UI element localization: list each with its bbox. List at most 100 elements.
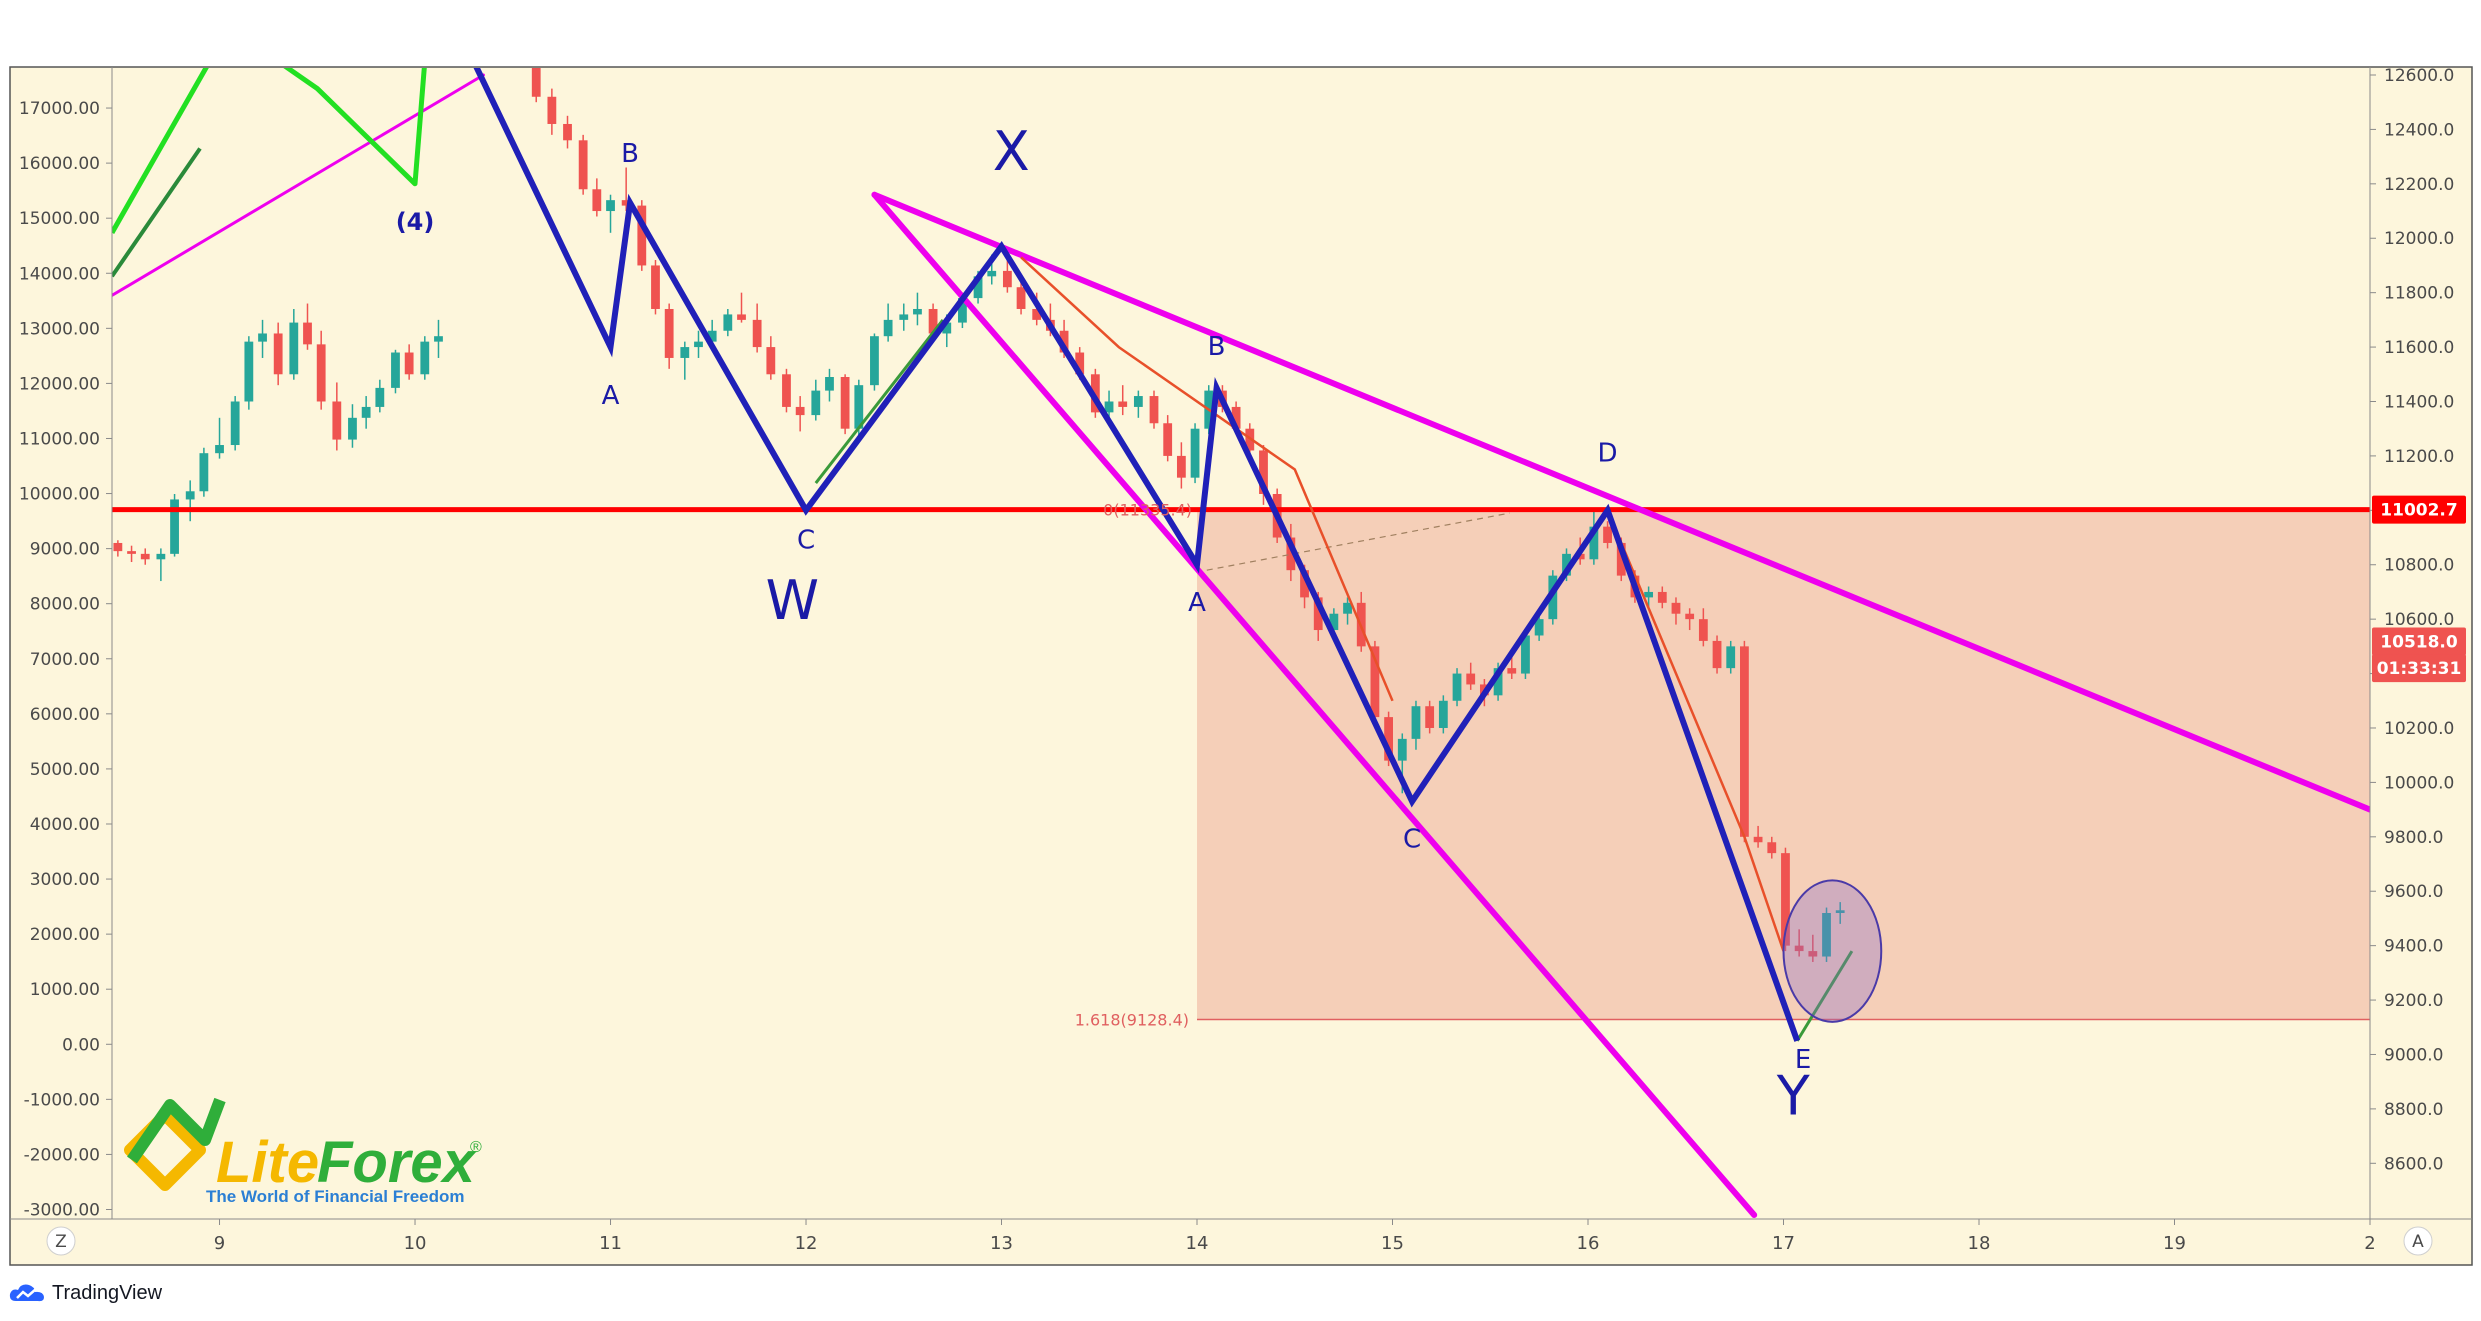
candle-down [1753,836,1763,843]
x-axis-tick-label: 18 [1968,1233,1991,1254]
candle-down [1425,706,1435,728]
wave-label: Y [1776,1064,1811,1127]
left-axis-tick-label: 0.00 [62,1035,100,1055]
x-axis-tick-label: 11 [599,1233,622,1254]
fib-level-label: 1.618(9128.4) [1075,1011,1189,1030]
wave-label: D [1598,438,1618,468]
x-axis-tick-label: 2 [2364,1233,2375,1254]
right-axis-tick-label: 9000.0 [2384,1045,2443,1065]
price-tag [2372,627,2466,656]
left-axis-tick-label: 4000.00 [30,815,100,835]
candle-down [140,553,150,560]
right-axis-tick-label: 11200.0 [2384,447,2454,467]
candle-down [1075,352,1085,375]
left-axis-tick-label: 17000.00 [19,99,100,119]
candle-up [1589,526,1599,560]
footer-label: TradingView [52,1281,163,1304]
candle-down [578,140,588,190]
candle-down [1149,396,1159,424]
fib-dashed-line [1206,512,1510,571]
candle-up [1548,575,1558,620]
candle-up [1822,912,1831,957]
right-axis-tick-label: 11800.0 [2384,284,2454,304]
candle-up [1534,619,1544,636]
right-axis-tick-label: 10200.0 [2384,719,2454,739]
left-axis-tick-label: 13000.00 [19,319,100,339]
right-axis-tick-label: 12000.0 [2384,229,2454,249]
candle-up [707,330,717,342]
candle-up [1190,428,1200,478]
channel-line-1 [871,191,2370,813]
candle-down [1163,423,1173,456]
zoom-corner-label: Z [55,1232,67,1252]
candle-down [1794,945,1804,952]
green-small-stroke-2 [1795,950,1854,1042]
candle-down [1032,308,1042,320]
candle-down [1176,455,1186,478]
candle-down [1781,853,1790,946]
channel-line-2 [871,191,1758,1218]
left-axis-tick-label: 7000.00 [30,650,100,670]
wave-label: A [602,381,620,411]
candle-up [958,298,967,323]
candle-up [723,314,733,331]
candle-down [1808,951,1818,957]
red-trend-stroke-2 [1606,509,1785,952]
fib-zero-label: 0(11335.4) [1103,501,1192,520]
candle-down [1712,640,1722,669]
candle-down [1002,270,1012,288]
x-axis-tick-label: 9 [214,1233,225,1254]
candle-up [811,390,821,416]
right-axis-tick-label: 11600.0 [2384,338,2454,358]
candle-up [1104,401,1114,413]
candle-down [273,333,283,375]
x-axis-tick-label: 17 [1772,1233,1795,1254]
candle-up [361,406,371,418]
candle-up [1452,673,1462,701]
candle-up [289,322,299,375]
candle-up [1411,706,1421,739]
footer[interactable]: TradingView [8,1278,162,1308]
right-axis-tick-label: 8600.0 [2384,1154,2443,1174]
wave-label: C [1403,825,1421,855]
candle-down [766,347,776,375]
left-axis-tick-label: 6000.00 [30,705,100,725]
left-axis-tick-label: -1000.00 [24,1090,100,1110]
right-axis-tick-label: 10000.0 [2384,773,2454,793]
candle-down [1507,668,1517,674]
candle-up [1562,553,1571,576]
candle-down [303,322,312,345]
wave-label: B [621,139,639,169]
candle-up [348,417,357,440]
right-axis-tick-label: 9200.0 [2384,991,2443,1011]
candle-down [1059,330,1069,353]
green-dark-wave-path [112,147,202,278]
left-axis-tick-label: 3000.00 [30,870,100,890]
candle-down [795,406,805,416]
candle-down [1259,450,1268,494]
right-axis-tick-label: 12200.0 [2384,175,2454,195]
left-axis-tick-label: -3000.00 [24,1200,100,1220]
candle-down [547,96,557,124]
green-small-stroke-1 [814,318,945,485]
liteforex-logo: Lite Forex ® The World of Financial Free… [124,1097,482,1206]
candle-down [113,542,123,552]
candle-up [973,276,983,299]
candle-up [156,553,166,560]
highlight-ellipse [1782,879,1883,1023]
wave-label: (4) [396,208,435,236]
candle-up [244,341,254,402]
candle-up [391,352,400,388]
zoom-corner-button[interactable] [46,1226,76,1256]
logo-text-forex: Forex [317,1130,478,1195]
candle-down [1118,401,1128,407]
candle-down [1384,717,1393,761]
candle-down [1090,374,1100,413]
candle-down [737,314,746,320]
candle-up [434,336,443,342]
auto-scale-button[interactable] [2403,1226,2433,1256]
wave-label: B [1208,332,1226,362]
candle-down [1466,673,1476,685]
price-tag-label: 01:33:31 [2377,659,2462,679]
